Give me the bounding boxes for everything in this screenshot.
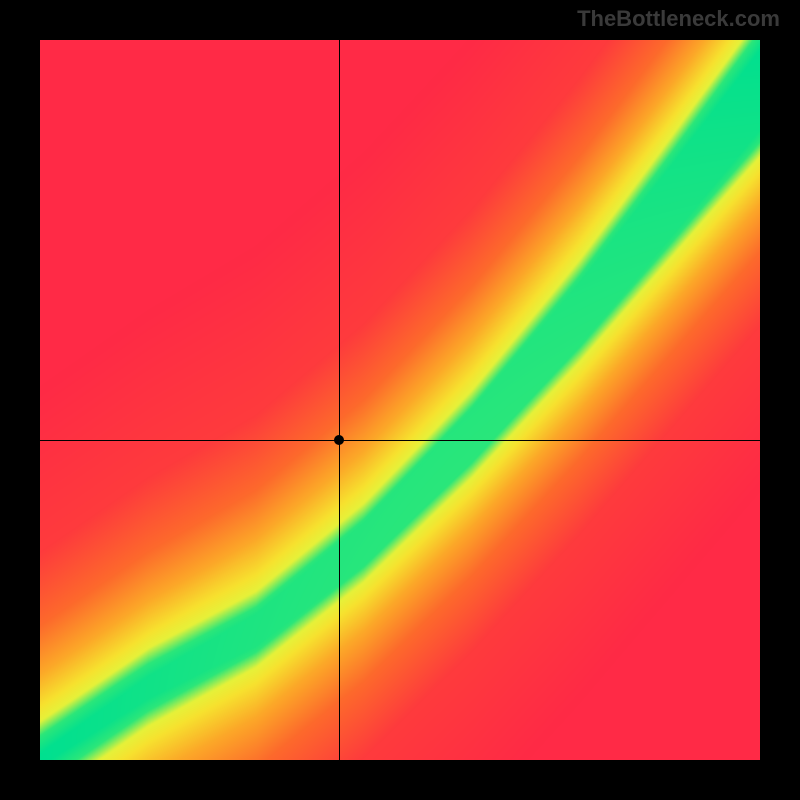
watermark-text: TheBottleneck.com xyxy=(577,6,780,32)
crosshair-vertical xyxy=(339,40,340,760)
heatmap-canvas xyxy=(40,40,760,760)
crosshair-horizontal xyxy=(40,440,760,441)
heatmap-plot xyxy=(40,40,760,760)
data-point-marker xyxy=(334,435,344,445)
